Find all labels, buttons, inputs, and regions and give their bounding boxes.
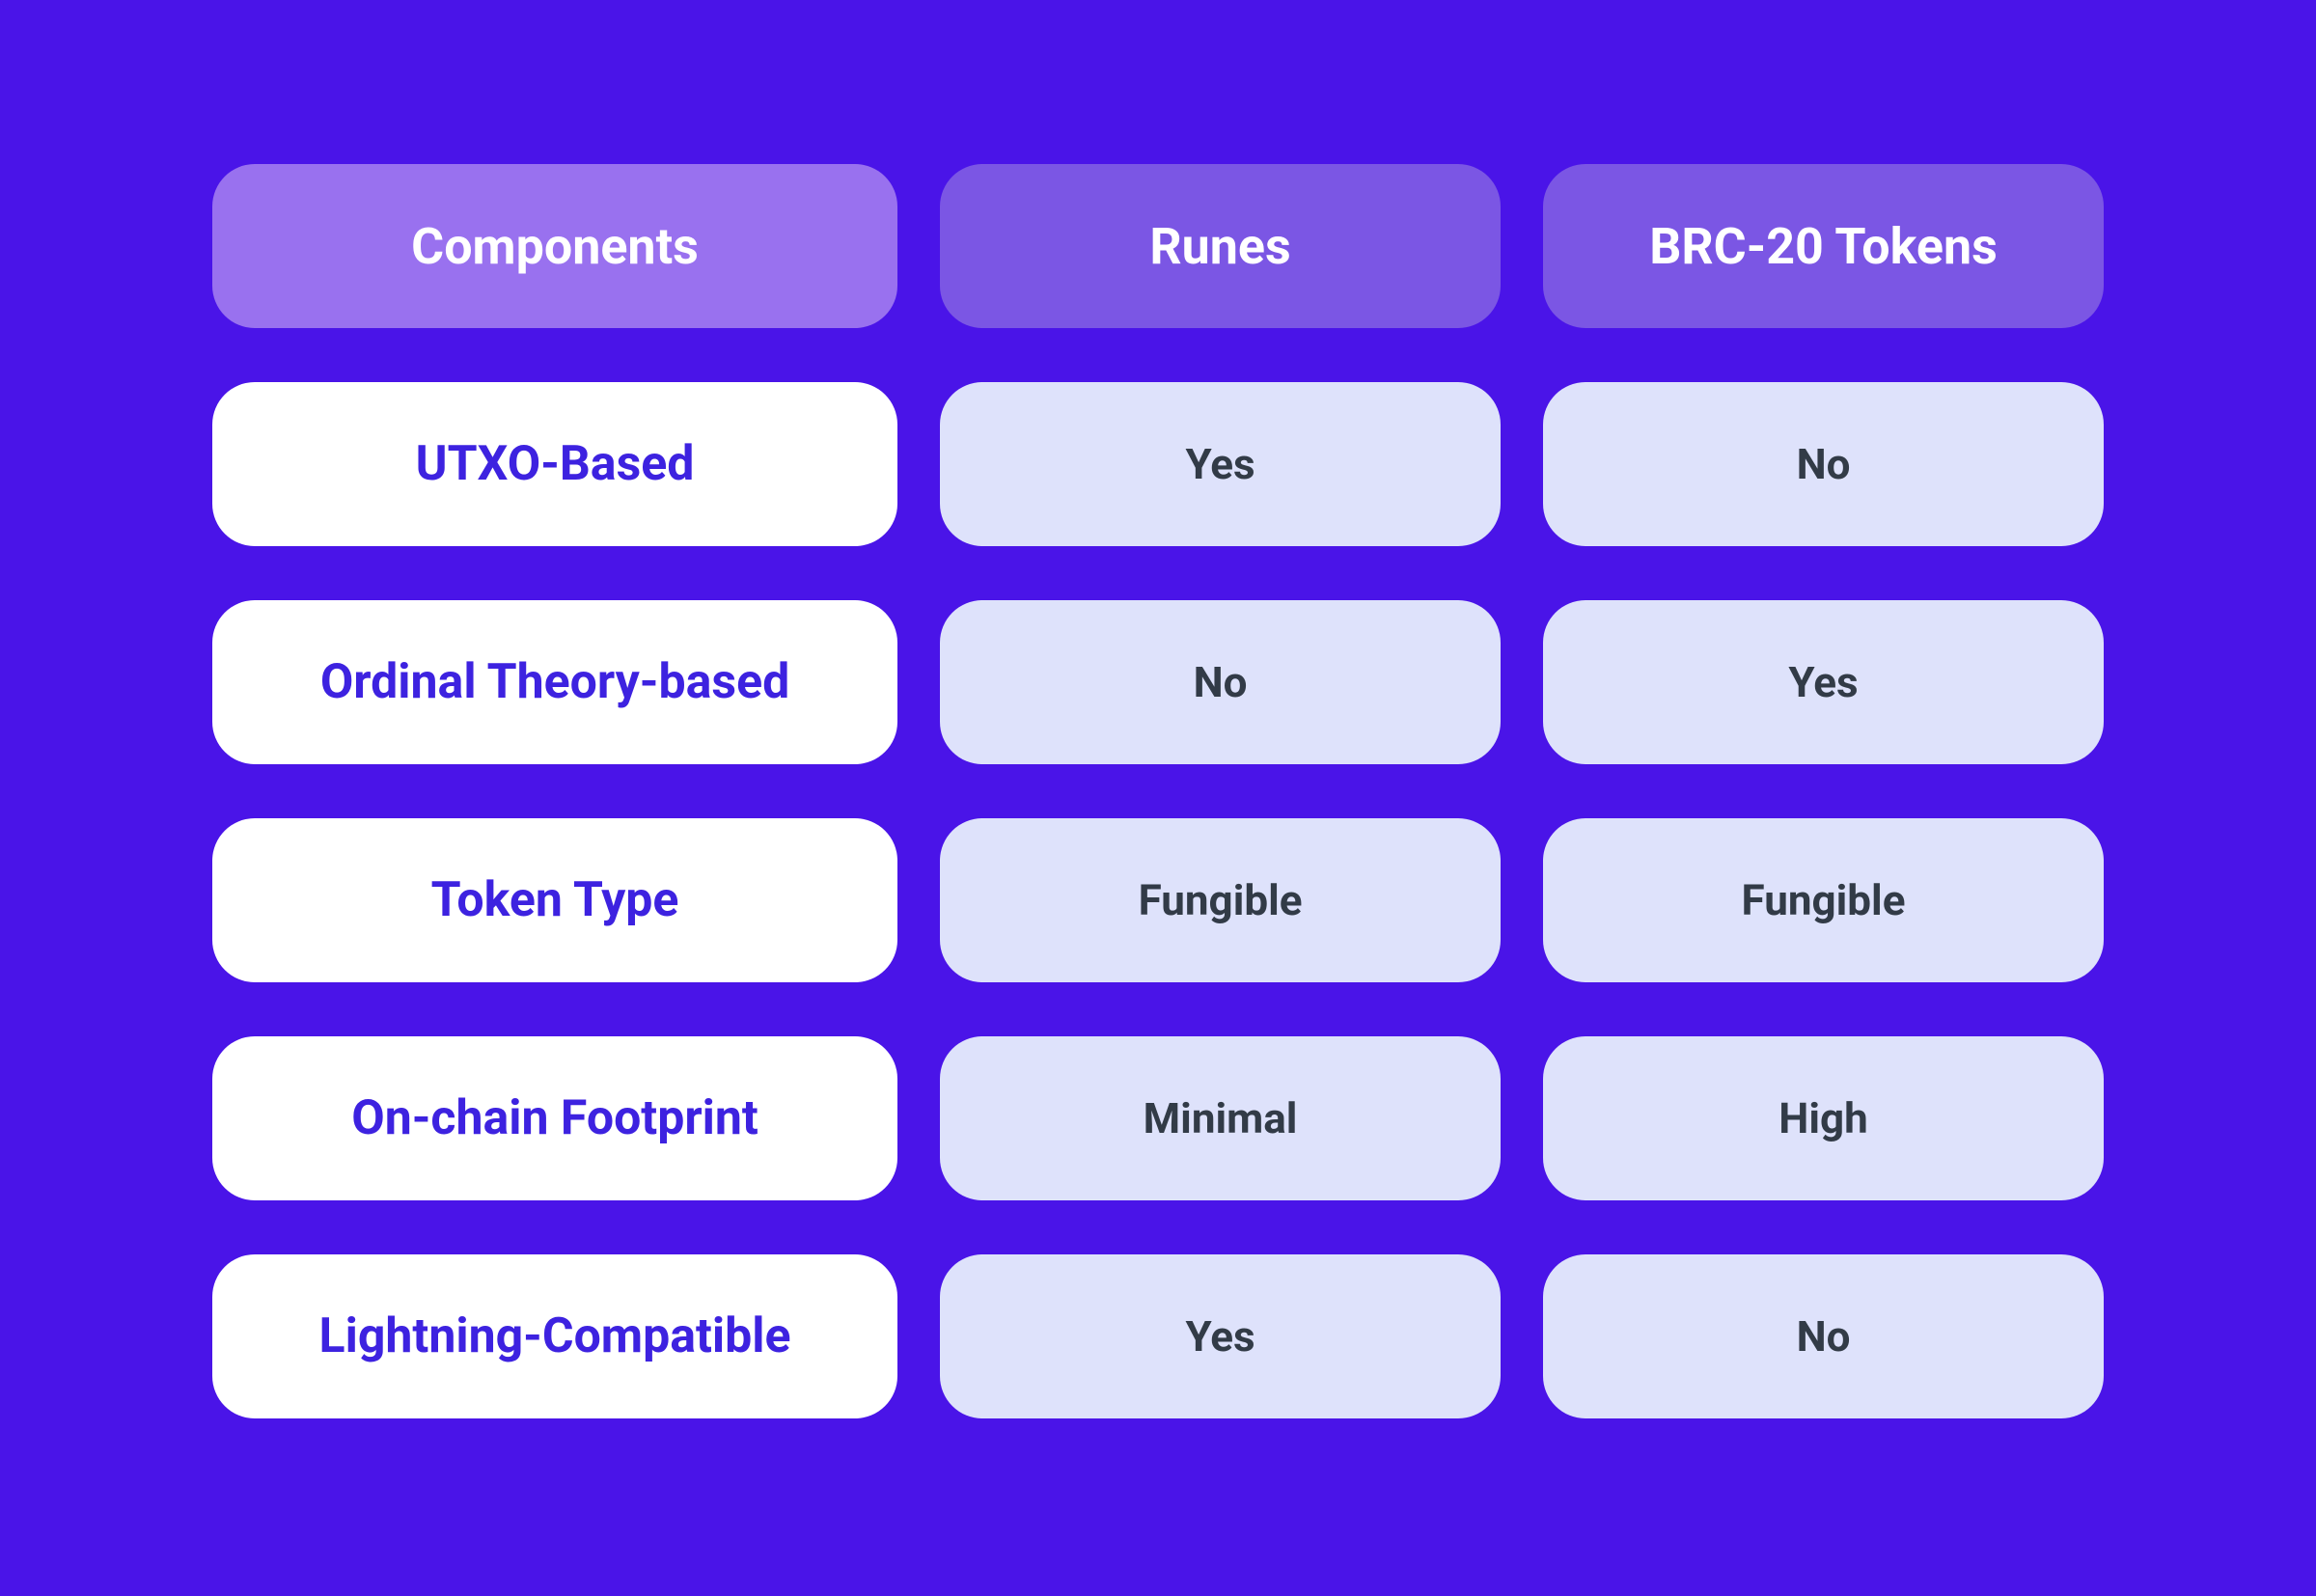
table-header-row: Components Runes BRC-20 Tokens <box>212 164 2104 328</box>
row-label: Lightning-Compatible <box>212 1254 897 1418</box>
row-value: Fungible <box>1543 818 2104 982</box>
row-value: Yes <box>1543 600 2104 764</box>
row-value: Yes <box>940 382 1501 546</box>
table-row: Token Type Fungible Fungible <box>212 818 2104 982</box>
table-row: UTXO-Based Yes No <box>212 382 2104 546</box>
header-cell-components: Components <box>212 164 897 328</box>
header-cell-brc20: BRC-20 Tokens <box>1543 164 2104 328</box>
table-row: Ordinal Theory-based No Yes <box>212 600 2104 764</box>
header-cell-runes: Runes <box>940 164 1501 328</box>
row-value: No <box>1543 1254 2104 1418</box>
row-value: High <box>1543 1036 2104 1200</box>
row-label: Ordinal Theory-based <box>212 600 897 764</box>
comparison-table-canvas: Components Runes BRC-20 Tokens UTXO-Base… <box>0 0 2316 1596</box>
row-value: No <box>1543 382 2104 546</box>
row-label: UTXO-Based <box>212 382 897 546</box>
row-label: On-chain Footprint <box>212 1036 897 1200</box>
table-row: On-chain Footprint Minimal High <box>212 1036 2104 1200</box>
table-row: Lightning-Compatible Yes No <box>212 1254 2104 1418</box>
row-value: Yes <box>940 1254 1501 1418</box>
row-label: Token Type <box>212 818 897 982</box>
row-value: No <box>940 600 1501 764</box>
row-value: Minimal <box>940 1036 1501 1200</box>
row-value: Fungible <box>940 818 1501 982</box>
